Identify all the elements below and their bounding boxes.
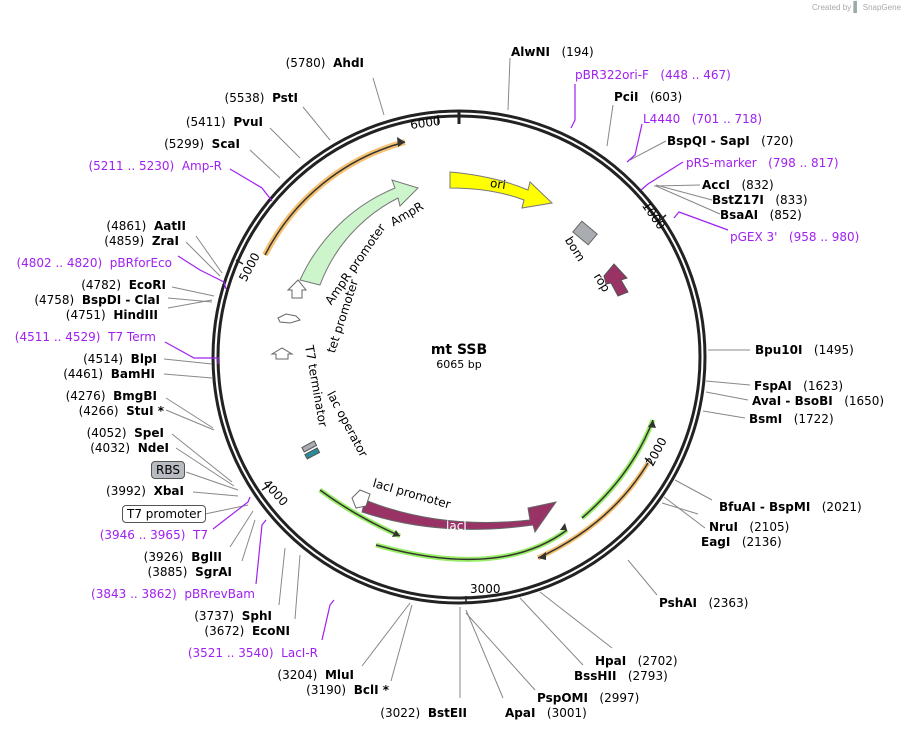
primer-laci-r[interactable]: (3521 .. 3540) LacI-R xyxy=(187,646,318,660)
bom-feature[interactable] xyxy=(572,220,598,246)
site-apai[interactable]: ApaI (3001) xyxy=(505,706,587,720)
primer-pbr322ori-f[interactable]: pBR322ori-F (448 .. 467) xyxy=(575,68,731,82)
site-bsteii[interactable]: (3022) BstEII xyxy=(380,706,467,720)
site-fspai[interactable]: FspAI (1623) xyxy=(754,379,844,393)
site-ahdi[interactable]: (5780) AhdI xyxy=(285,56,364,70)
plasmid-title: mt SSB 6065 bp xyxy=(431,342,487,371)
site-alwni[interactable]: AlwNI (194) xyxy=(511,45,594,59)
primer-l4440[interactable]: L4440 (701 .. 718) xyxy=(643,112,763,126)
ori-feature-arrow[interactable] xyxy=(449,171,554,209)
site-xbai[interactable]: (3992) XbaI xyxy=(106,484,184,498)
site-bspqi-sapi[interactable]: BspQI - SapI (720) xyxy=(667,134,794,148)
laci-feature-arrow[interactable] xyxy=(361,499,558,534)
credit-brand: SnapGene xyxy=(862,3,901,12)
site-bstz17i[interactable]: BstZ17I (833) xyxy=(712,193,808,207)
site-acci[interactable]: AccI (832) xyxy=(702,178,774,192)
primer-leader-lines xyxy=(164,84,729,641)
site-bamhi[interactable]: (4461) BamHI xyxy=(63,367,155,381)
site-zrai[interactable]: (4859) ZraI xyxy=(104,234,179,248)
ampr-feature-arrow[interactable] xyxy=(299,179,419,286)
site-pshai[interactable]: PshAI (2363) xyxy=(659,596,749,610)
t7-terminator-label: T7 terminator xyxy=(302,343,330,428)
svg-text:4000: 4000 xyxy=(260,477,291,509)
scale-ticks xyxy=(235,115,667,604)
rop-feature-arrow[interactable] xyxy=(603,263,629,297)
site-pcii[interactable]: PciI (603) xyxy=(614,90,683,104)
site-blpi[interactable]: (4514) BlpI xyxy=(83,352,157,366)
site-aatii[interactable]: (4861) AatII xyxy=(106,219,186,233)
primer-amp-r[interactable]: (5211 .. 5230) Amp-R xyxy=(88,159,222,173)
primer-t7[interactable]: (3946 .. 3965) T7 xyxy=(99,528,208,542)
site-mlui[interactable]: (3204) MluI xyxy=(277,668,354,682)
primer-pbrrevbam[interactable]: (3843 .. 3862) pBRrevBam xyxy=(91,587,255,601)
site-spei[interactable]: (4052) SpeI xyxy=(86,426,164,440)
credit-prefix: Created by xyxy=(812,3,852,12)
svg-text:6000: 6000 xyxy=(409,114,441,132)
site-hpai[interactable]: HpaI (2702) xyxy=(595,654,678,668)
primer-prs-marker[interactable]: pRS-marker (798 .. 817) xyxy=(686,156,839,170)
site-scai[interactable]: (5299) ScaI xyxy=(164,137,240,151)
lac-operator-label: lac operator xyxy=(324,389,371,460)
ampr-label: AmpR xyxy=(388,199,426,229)
site-pvui[interactable]: (5411) PvuI xyxy=(185,115,263,129)
site-bmgbi[interactable]: (4276) BmgBI xyxy=(65,389,157,403)
site-bfuai-bspmi[interactable]: BfuAI - BspMI (2021) xyxy=(719,500,862,514)
snapgene-logo-icon: ▌ xyxy=(853,2,861,13)
site-bspdi-clai[interactable]: (4758) BspDI - ClaI xyxy=(34,293,160,307)
laci-promoter-icon xyxy=(351,489,371,509)
t7-terminator-icon xyxy=(270,347,294,360)
site-ndei[interactable]: (4032) NdeI xyxy=(90,441,169,455)
primer-pgex-3[interactable]: pGEX 3' (958 .. 980) xyxy=(730,230,860,244)
site-eagi[interactable]: EagI (2136) xyxy=(701,535,782,549)
site-psti[interactable]: (5538) PstI xyxy=(224,91,298,105)
ampr-promoter-icon xyxy=(286,279,308,299)
site-bcli[interactable]: (3190) BclI * xyxy=(306,683,389,697)
site-econi[interactable]: (3672) EcoNI xyxy=(204,624,290,638)
rbs-feature-label[interactable]: RBS xyxy=(151,461,185,479)
plasmid-length: 6065 bp xyxy=(436,358,482,371)
tet-promoter-icon xyxy=(277,313,301,324)
site-bglii[interactable]: (3926) BglII xyxy=(143,550,222,564)
primer-t7-term[interactable]: (4511 .. 4529) T7 Term xyxy=(14,330,156,344)
site-sphi[interactable]: (3737) SphI xyxy=(194,609,272,623)
site-avai-bsobi[interactable]: AvaI - BsoBI (1650) xyxy=(752,394,885,408)
site-bsaai[interactable]: BsaAI (852) xyxy=(720,208,802,222)
site-ecori[interactable]: (4782) EcoRI xyxy=(81,278,166,292)
plasmid-name: mt SSB xyxy=(430,342,488,358)
site-nrui[interactable]: NruI (2105) xyxy=(709,520,790,534)
leader-lines xyxy=(163,57,751,699)
t7-promoter-feature-label[interactable]: T7 promoter xyxy=(122,505,207,523)
svg-text:3000: 3000 xyxy=(470,582,501,596)
primer-pbrforeco[interactable]: (4802 .. 4820) pBRforEco xyxy=(16,256,172,270)
site-sgrai[interactable]: (3885) SgrAI xyxy=(147,565,232,579)
lac-operator-icon xyxy=(301,440,321,460)
site-stui[interactable]: (4266) StuI * xyxy=(78,404,164,418)
snapgene-credit: Created by ▌ SnapGene xyxy=(812,2,901,13)
site-bpu10i[interactable]: Bpu10I (1495) xyxy=(755,343,854,357)
site-pspomi[interactable]: PspOMI (2997) xyxy=(537,691,640,705)
site-hindiii[interactable]: (4751) HindIII xyxy=(65,308,158,322)
site-bsmi[interactable]: BsmI (1722) xyxy=(749,412,834,426)
green-primer-arcs xyxy=(318,419,656,562)
site-bsshii[interactable]: BssHII (2793) xyxy=(574,669,668,683)
laci-label: lacI xyxy=(446,519,467,533)
ori-label: ori xyxy=(489,176,506,192)
